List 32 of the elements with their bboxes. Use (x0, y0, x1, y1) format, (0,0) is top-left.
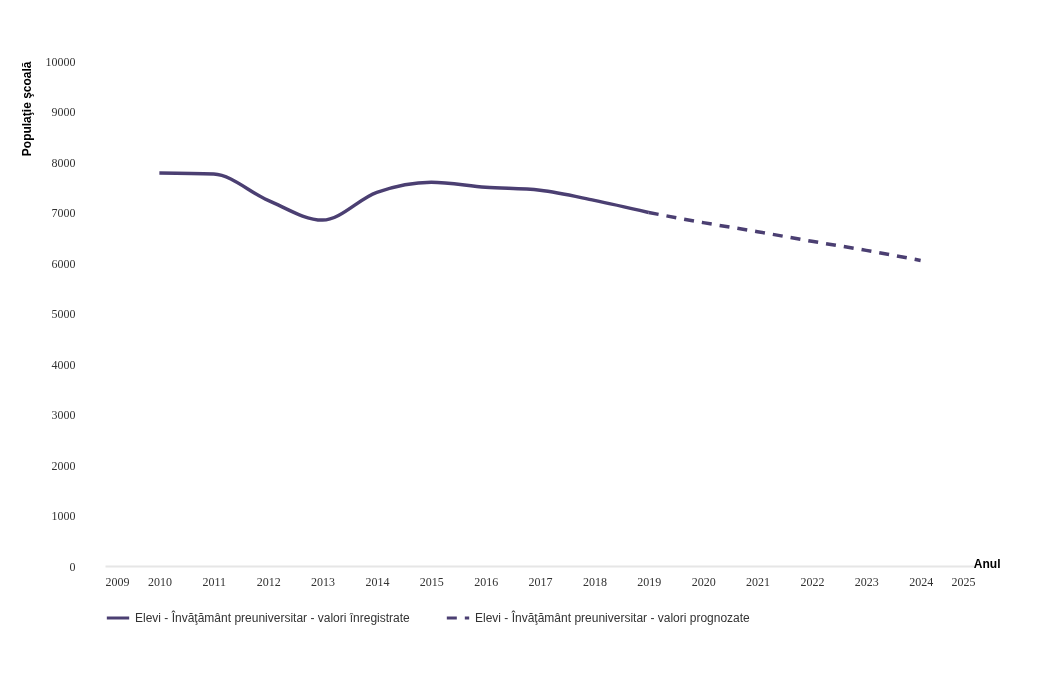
x-tick-label: 2023 (854, 574, 879, 589)
x-tick-label: 2022 (800, 574, 825, 589)
x-tick-label: 2024 (909, 574, 934, 589)
x-tick-label: 2019 (637, 574, 662, 589)
y-tick-label: 10000 (45, 54, 76, 69)
x-tick-label: 2021 (746, 574, 770, 589)
x-tick-label: 2020 (691, 574, 716, 589)
y-tick-label: 8000 (51, 155, 76, 170)
y-tick-label: 5000 (51, 307, 76, 321)
y-tick-label: 1000 (51, 509, 76, 523)
y-tick-label: 0 (69, 559, 76, 574)
y-axis-title: Populaţie şcoală (19, 61, 34, 157)
legend-label: Elevi - Învăţământ preuniversitar - valori înregistrate (135, 610, 411, 625)
legend-label: Elevi - Învăţământ preuniversitar - valori prognozate (475, 610, 751, 625)
y-tick-label: 4000 (51, 357, 76, 372)
x-tick-label: 2012 (256, 574, 281, 589)
x-tick-label: 2010 (147, 574, 172, 589)
y-tick-label: 2000 (51, 458, 76, 473)
x-tick-label: 2009 (105, 574, 130, 589)
y-tick-label: 7000 (51, 206, 76, 220)
x-tick-label: 2017 (528, 574, 553, 589)
x-tick-label: 2013 (311, 574, 335, 589)
x-tick-label: 2016 (474, 574, 499, 589)
x-tick-label: 2025 (951, 574, 976, 589)
x-tick-label: 2015 (419, 574, 444, 589)
y-tick-label: 6000 (51, 256, 76, 271)
x-axis-title: Anul (973, 556, 1001, 571)
x-tick-label: 2018 (582, 574, 607, 589)
x-tick-label: 2014 (365, 574, 390, 589)
y-tick-label: 9000 (51, 105, 76, 119)
y-tick-label: 3000 (51, 408, 76, 422)
x-tick-label: 2011 (202, 574, 227, 589)
